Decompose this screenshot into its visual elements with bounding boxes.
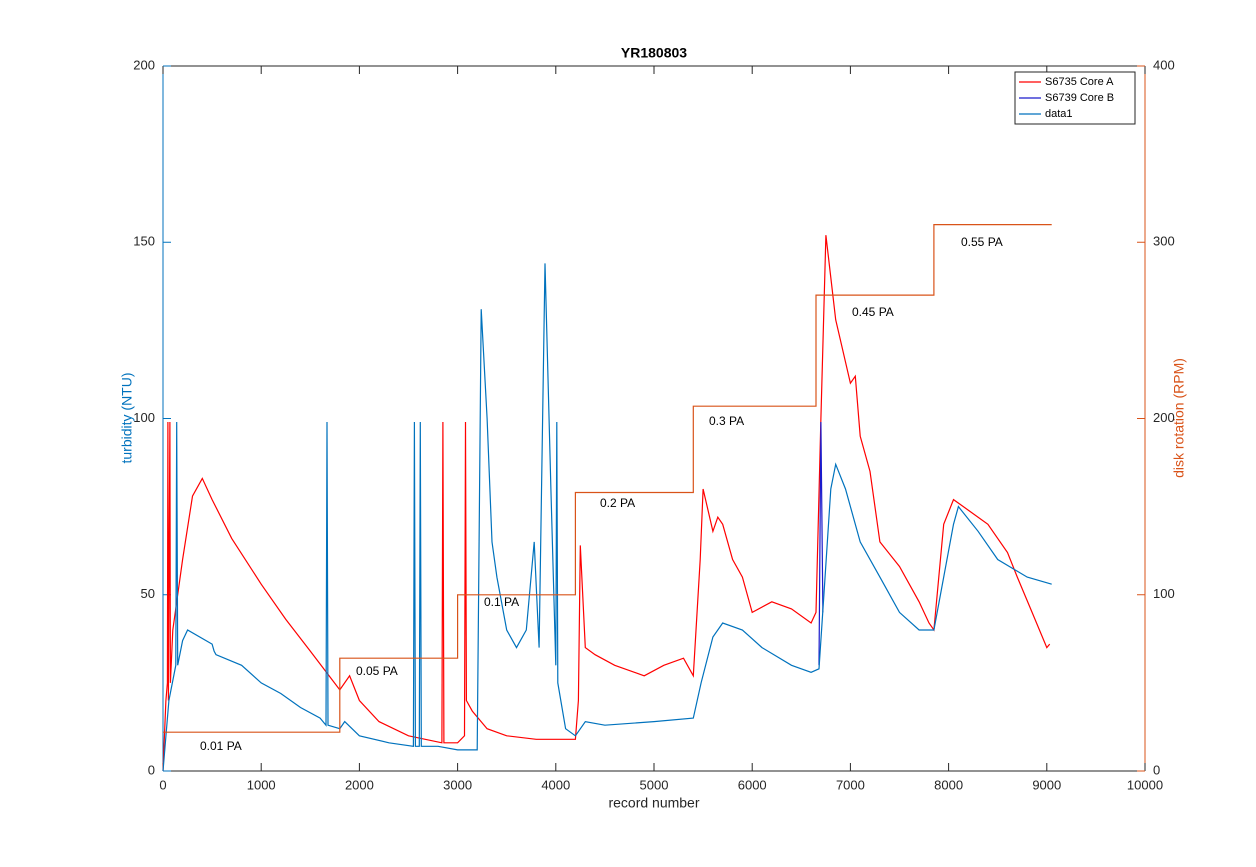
- series-line: [162, 263, 1052, 772]
- x-tick-label: 2000: [345, 777, 374, 792]
- x-tick-label: 5000: [640, 777, 669, 792]
- x-tick-label: 6000: [738, 777, 767, 792]
- y2-tick-label: 0: [1153, 762, 1160, 777]
- series-line: [163, 224, 1052, 733]
- y-tick-label: 100: [133, 410, 155, 425]
- x-tick-label: 8000: [934, 777, 963, 792]
- annotation: 0.3 PA: [709, 414, 744, 428]
- x-tick-label: 1000: [247, 777, 276, 792]
- series-line: [818, 421, 824, 666]
- annotation: 0.2 PA: [600, 496, 635, 510]
- annotation: 0.05 PA: [356, 664, 398, 678]
- y2-tick-label: 400: [1153, 57, 1175, 72]
- annotation: 0.1 PA: [484, 595, 519, 609]
- x-tick-label: 3000: [443, 777, 472, 792]
- x-tick-label: 10000: [1127, 777, 1163, 792]
- y-tick-label: 0: [148, 762, 155, 777]
- x-tick-label: 9000: [1032, 777, 1061, 792]
- y-axis-label: turbidity (NTU): [119, 372, 135, 463]
- y-tick-label: 50: [141, 586, 155, 601]
- legend-label: S6739 Core B: [1045, 92, 1114, 104]
- y2-tick-label: 300: [1153, 234, 1175, 249]
- y2-tick-label: 200: [1153, 410, 1175, 425]
- annotation: 0.55 PA: [961, 235, 1003, 249]
- annotation: 0.01 PA: [200, 739, 242, 753]
- y2-axis-label: disk rotation (RPM): [1171, 358, 1187, 478]
- annotation: 0.45 PA: [852, 305, 894, 319]
- x-axis-label: record number: [608, 795, 699, 811]
- x-tick-label: 0: [159, 777, 166, 792]
- chart-title: YR180803: [621, 45, 687, 61]
- y2-tick-label: 100: [1153, 586, 1175, 601]
- y-tick-label: 150: [133, 234, 155, 249]
- x-tick-label: 7000: [836, 777, 865, 792]
- legend-label: data1: [1045, 108, 1073, 120]
- x-tick-label: 4000: [541, 777, 570, 792]
- y-tick-label: 200: [133, 57, 155, 72]
- legend-label: S6735 Core A: [1045, 76, 1114, 88]
- series-line: [162, 235, 1051, 772]
